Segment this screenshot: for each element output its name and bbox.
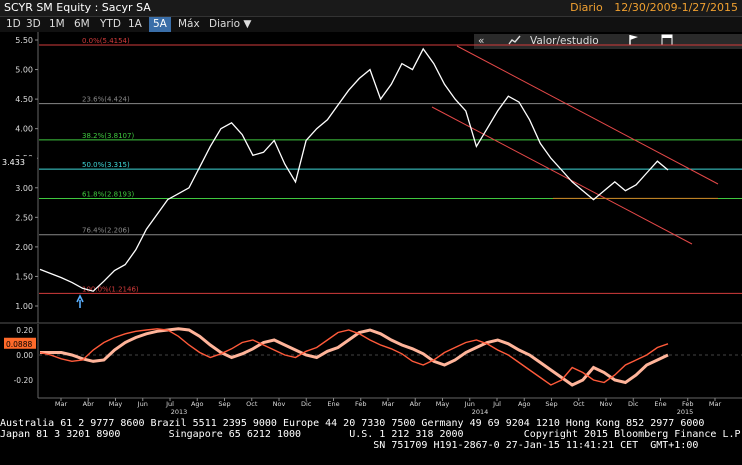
- frequency-label[interactable]: Diario: [570, 1, 603, 14]
- oscillator-panel: 0.20 0.00 -0.20 0.0888: [4, 324, 742, 398]
- price-axis: 5.505.004.504.003.503.002.502.001.501.00: [15, 36, 33, 311]
- x-month-label: Oct: [246, 400, 258, 408]
- x-year-label: 2015: [677, 408, 694, 416]
- price-chart: 0.0%(5.4154) 23.6%(4.424) 38.2%(3.8107) 50.…: [0, 32, 742, 416]
- fib-level-label: 76.4%(2.206): [82, 227, 130, 235]
- y-tick-label: 4.00: [15, 125, 33, 134]
- low-marker: [76, 294, 84, 308]
- x-month-label: Mar: [709, 400, 722, 408]
- range-button-3d[interactable]: 3D: [26, 18, 41, 30]
- range-toolbar: 1D 3D 1M 6M YTD 1A 5A Máx Diario ▼ « Val…: [0, 17, 742, 49]
- osc-last-text: 0.0888: [6, 340, 32, 349]
- x-month-label: May: [436, 400, 450, 408]
- fib-level-label: 38.2%(3.8107): [82, 132, 134, 140]
- x-month-label: Nov: [273, 400, 286, 408]
- x-month-label: Oct: [573, 400, 585, 408]
- y-tick-label: 2.00: [15, 243, 33, 252]
- y-tick-label: 5.00: [15, 66, 33, 75]
- y-tick-label: 1.50: [15, 272, 33, 281]
- osc-main-line: [39, 328, 669, 386]
- x-month-label: Sep: [218, 400, 230, 408]
- range-button-1m[interactable]: 1M: [49, 18, 65, 30]
- last-price-text: 3.433: [2, 158, 25, 167]
- channel-upper-line: [456, 45, 719, 185]
- flag-icon[interactable]: [624, 34, 644, 49]
- range-button-1d[interactable]: 1D: [6, 18, 21, 30]
- footer-line-2: Japan 81 3 3201 8900 Singapore 65 6212 1…: [0, 429, 742, 440]
- osc-tick-label: -0.20: [14, 376, 34, 385]
- range-button-1a[interactable]: 1A: [128, 18, 142, 30]
- x-month-label: Abr: [410, 400, 422, 408]
- x-month-label: Ago: [518, 400, 531, 408]
- y-tick-label: 3.00: [15, 184, 33, 193]
- fib-level-label: 50.0%(3.315): [82, 161, 130, 169]
- range-button-max[interactable]: Máx: [178, 18, 200, 30]
- security-title: SCYR SM Equity : Sacyr SA: [4, 1, 151, 14]
- y-tick-label: 1.00: [15, 302, 33, 311]
- x-month-label: Mar: [55, 400, 68, 408]
- date-range[interactable]: 12/30/2009-1/27/2015: [614, 1, 738, 14]
- fib-level-label: 0.0%(5.4154): [82, 37, 130, 45]
- fib-level-label: 23.6%(4.424): [82, 96, 130, 104]
- x-month-label: Jul: [492, 400, 501, 408]
- price-line: [39, 47, 669, 292]
- x-year-label: 2013: [171, 408, 188, 416]
- period-dropdown[interactable]: Diario ▼: [209, 18, 252, 30]
- fib-level-label: 61.8%(2.8193): [82, 190, 134, 198]
- chart-grid: [35, 32, 39, 323]
- value-study-button[interactable]: Valor/estudio: [530, 35, 599, 47]
- last-price-bg: [0, 156, 37, 168]
- x-month-label: Jul: [165, 400, 174, 408]
- x-month-label: Jun: [137, 400, 148, 408]
- x-month-label: Abr: [83, 400, 95, 408]
- x-month-label: Mar: [382, 400, 395, 408]
- title-bar: SCYR SM Equity : Sacyr SA Diario 12/30/2…: [0, 0, 742, 17]
- x-month-label: Sep: [545, 400, 557, 408]
- footer-line-1: Australia 61 2 9777 8600 Brazil 5511 239…: [0, 418, 705, 429]
- x-year-label: 2014: [472, 408, 489, 416]
- range-button-6m[interactable]: 6M: [74, 18, 90, 30]
- x-month-label: Nov: [600, 400, 613, 408]
- x-month-label: May: [109, 400, 123, 408]
- x-month-label: Feb: [355, 400, 367, 408]
- time-axis: Mar Abr May Jun Jul Ago Sep Oct Nov Dic Ene Feb Mar A…: [38, 397, 742, 416]
- price-series: [39, 47, 669, 292]
- osc-tick-label: 0.00: [16, 351, 33, 360]
- trend-channel: [431, 45, 719, 245]
- x-month-label: Feb: [682, 400, 694, 408]
- channel-lower-line: [431, 106, 693, 245]
- last-price-label: 3.433: [0, 156, 37, 168]
- x-month-label: Jun: [464, 400, 475, 408]
- range-button-5a[interactable]: 5A: [149, 17, 171, 32]
- fibonacci-levels: 0.0%(5.4154) 23.6%(4.424) 38.2%(3.8107) 50.…: [39, 37, 742, 294]
- osc-last-bg: [4, 337, 36, 349]
- fib-level-label: 100.0%(1.2146): [82, 285, 139, 293]
- back-icon[interactable]: «: [478, 35, 485, 47]
- x-month-label: Dic: [628, 400, 639, 408]
- footer: Australia 61 2 9777 8600 Brazil 5511 239…: [0, 418, 742, 465]
- x-month-label: Ene: [327, 400, 339, 408]
- osc-signal-line: [40, 327, 669, 387]
- range-button-ytd[interactable]: YTD: [100, 18, 121, 30]
- x-month-label: Dic: [301, 400, 312, 408]
- y-tick-label: 5.50: [15, 36, 33, 45]
- osc-tick-label: 0.20: [16, 326, 33, 335]
- x-month-label: Ago: [191, 400, 204, 408]
- x-month-label: Ene: [654, 400, 666, 408]
- y-tick-label: 4.50: [15, 95, 33, 104]
- y-tick-label: 2.50: [15, 213, 33, 222]
- footer-line-3: SN 751709 H191-2867-0 27-Jan-15 11:41:21…: [0, 440, 699, 451]
